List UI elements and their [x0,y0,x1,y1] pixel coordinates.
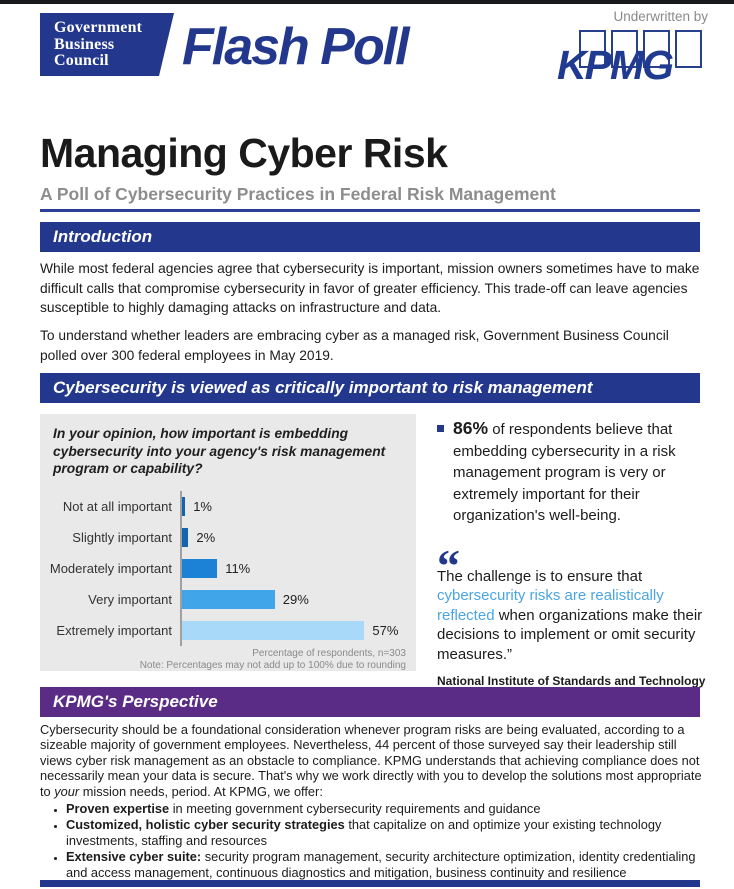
bar [182,496,186,516]
bar-track: 1% [180,490,416,522]
kpmg-logo: KPMG [557,30,717,88]
bar-track: 11% [180,552,416,584]
quote-pre: The challenge is to ensure that [437,567,643,585]
title-divider [40,209,700,212]
bar [182,527,189,547]
kpmg-logo-rectangles [579,30,717,68]
bar-category-label: Very important [88,591,172,607]
key-stat-value: 86% [453,418,489,438]
section-heading-poll: Cybersecurity is viewed as critically im… [40,373,700,403]
kpmg-rect-icon [579,30,606,68]
bullet-rest: security program management, security ar… [66,849,696,880]
bottom-rule-bar [40,880,700,887]
kpmg-logo-text: KPMG [557,42,674,88]
bullet-lead: Proven expertise [66,801,170,816]
logo-line-1: Government [54,19,143,36]
bar-row: Slightly important 2% [40,521,416,553]
chart-footnote-line-2: Note: Percentages may not add up to 100%… [139,659,406,671]
list-item: Proven expertise in meeting government c… [66,801,703,816]
intro-paragraph-2: To understand whether leaders are embrac… [40,328,669,363]
list-item: Customized, holistic cyber security stra… [66,817,703,848]
key-stat-body: of respondents believe that embedding cy… [453,421,676,524]
kpmg-paragraph: Cybersecurity should be a foundational c… [40,722,708,799]
quote-text: The challenge is to ensure that cybersec… [437,567,717,665]
bar-category-label: Moderately important [49,560,172,576]
bar-row: Very important 29% [40,583,416,615]
bar-value-label: 29% [282,591,309,607]
flash-poll-brand-title: Flash Poll [182,18,410,76]
quote-attribution: National Institute of Standards and Tech… [437,674,706,689]
bar-row: Moderately important 11% [40,552,416,584]
bar-rows: Not at all important 1% Slightly important… [40,490,416,646]
chart-footnote: Percentage of respondents, n=303 Note: P… [40,648,406,672]
square-bullet-icon [437,425,444,432]
bar [182,589,275,609]
bar-category-label: Extremely important [56,622,172,638]
bar-value-label: 57% [372,622,399,638]
intro-paragraph-1: While most federal agencies agree that c… [40,261,700,315]
bar-value-label: 11% [225,560,251,576]
bar-track: 2% [180,521,416,553]
chart-footnote-line-1: Percentage of respondents, n=303 [252,647,406,659]
bullet-rest: in meeting government cybersecurity requ… [169,801,541,816]
kpmg-paragraph-pre: Cybersecurity should be a foundational c… [40,722,702,799]
kpmg-rect-icon [643,30,670,68]
underwritten-by-label: Underwritten by [613,9,708,24]
kpmg-bullet-list: Proven expertise in meeting government c… [48,801,703,881]
page-subtitle: A Poll of Cybersecurity Practices in Fed… [40,184,556,204]
kpmg-rect-icon [611,30,638,68]
poll-highlights-column: 86% of respondents believe that embeddin… [437,418,727,688]
logo-line-3: Council [54,52,109,69]
bar-row: Extremely important 57% [40,614,416,646]
section-heading-introduction: Introduction [40,222,700,252]
bar-value-label: 2% [196,529,216,545]
bar-category-label: Slightly important [72,529,172,545]
bar-track: 29% [180,583,416,615]
logo-line-2: Business [54,35,115,53]
bar-category-label: Not at all important [62,498,172,514]
list-item: Extensive cyber suite: security program … [66,849,703,880]
bar-row: Not at all important 1% [40,490,416,522]
bullet-lead: Extensive cyber suite: [66,849,202,865]
kpmg-rect-icon [675,30,702,68]
poll-chart: In your opinion, how important is embedd… [40,414,416,671]
section-heading-kpmg-perspective: KPMG's Perspective [40,687,700,717]
bullet-lead: Customized, holistic cyber security stra… [66,817,345,833]
quote-mark-icon: “ [437,539,460,591]
key-stat-text: 86% of respondents believe that embeddin… [453,418,711,527]
page-title: Managing Cyber Risk [40,130,448,176]
chart-question: In your opinion, how important is embedd… [53,426,386,476]
bullet-rest: that capitalize on and optimize your exi… [66,817,662,848]
quote-highlight: cybersecurity risks are realistically re… [437,587,664,624]
top-edge-bar [0,0,734,4]
kpmg-paragraph-italic: your [54,783,80,799]
key-stat: 86% of respondents believe that embeddin… [437,418,727,527]
government-business-council-logo: Government Business Council [40,13,174,76]
bar-track: 57% [180,614,416,646]
bar [182,620,365,640]
bar [182,558,218,578]
quote-post: when organizations make their decisions … [437,606,703,663]
kpmg-paragraph-post: mission needs, period. At KPMG, we offer… [79,783,323,799]
bar-value-label: 1% [193,498,212,514]
